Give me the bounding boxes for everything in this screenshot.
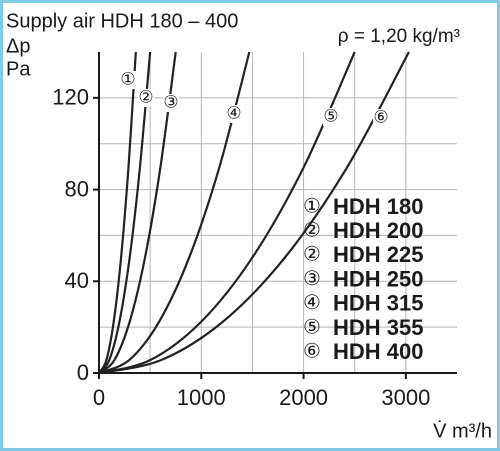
legend-marker: ③ (303, 268, 321, 290)
y-tick-label: 80 (65, 176, 89, 201)
curve-label: ⑤ (323, 106, 338, 125)
curve-label-bg (138, 89, 154, 107)
y-axis-label: Pa (6, 58, 31, 80)
legend-marker: ② (303, 244, 321, 266)
curve (98, 51, 410, 375)
x-tick-label: 1000 (177, 385, 226, 410)
curve-label: ② (138, 87, 153, 106)
y-tick-label: 120 (52, 85, 89, 110)
y-axis-label: Δp (6, 35, 30, 57)
legend-marker: ② (303, 219, 321, 241)
legend-label: HDH 225 (333, 242, 423, 267)
curve (98, 51, 251, 375)
legend-marker: ⑤ (303, 316, 321, 338)
legend-label: HDH 400 (333, 339, 423, 364)
y-tick-label: 40 (65, 268, 89, 293)
curve (98, 51, 356, 375)
legend-label: HDH 315 (333, 291, 423, 316)
curve-label-bg (323, 108, 339, 126)
legend-marker: ⑥ (303, 340, 321, 362)
x-tick-label: 2000 (279, 385, 328, 410)
curve-label-bg (120, 71, 136, 89)
curve-label: ⑥ (373, 107, 388, 126)
legend-label: HDH 355 (333, 315, 423, 340)
y-tick-label: 0 (77, 360, 89, 385)
chart-subtitle: ρ = 1,20 kg/m³ (338, 26, 460, 47)
curve-label-bg (226, 105, 242, 123)
curve-label: ① (120, 69, 135, 88)
curve-label-bg (163, 94, 179, 112)
legend-label: HDH 200 (333, 218, 423, 243)
curve (98, 51, 152, 374)
x-axis-label: V̇ m³/h (433, 420, 492, 442)
legend-marker: ① (303, 195, 321, 217)
curve-label-bg (373, 109, 389, 127)
legend-label: HDH 180 (333, 194, 423, 219)
legend-marker: ④ (303, 292, 321, 314)
curve-label: ③ (163, 92, 178, 111)
curve (98, 51, 137, 374)
legend-label: HDH 250 (333, 266, 423, 291)
x-tick-label: 3000 (381, 385, 430, 410)
curve-label: ④ (226, 103, 241, 122)
x-tick-label: 0 (93, 385, 105, 410)
chart-title: Supply air HDH 180 – 400 (6, 10, 238, 32)
curve (98, 51, 177, 374)
